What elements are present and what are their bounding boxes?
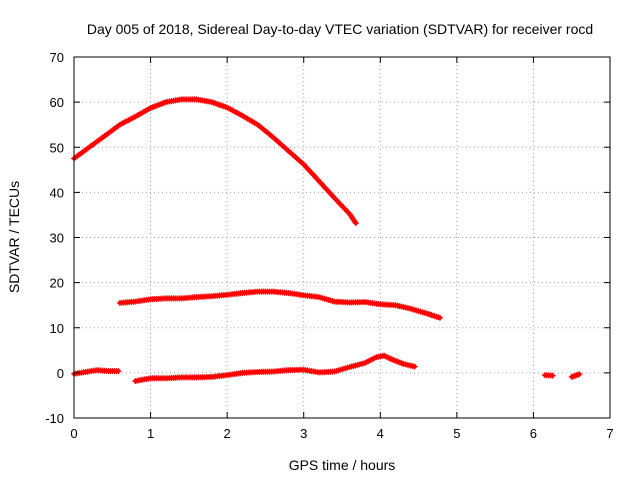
series-track-2	[116, 288, 443, 321]
x-tick-label: 5	[453, 426, 460, 441]
series-track-6	[568, 371, 583, 380]
data-point	[411, 363, 418, 370]
x-tick-label: 3	[300, 426, 307, 441]
y-tick-label: 60	[50, 95, 64, 110]
x-tick-label: 7	[606, 426, 613, 441]
x-axis-label: GPS time / hours	[289, 457, 396, 473]
series-track-5	[541, 372, 556, 379]
y-tick-label: 70	[50, 50, 64, 65]
x-tick-label: 2	[224, 426, 231, 441]
data-point	[352, 220, 359, 227]
data-point	[115, 368, 122, 375]
x-tick-label: 4	[377, 426, 384, 441]
x-tick-label: 1	[147, 426, 154, 441]
series-track-4	[132, 352, 418, 384]
series-track-1	[71, 96, 359, 227]
data-point	[576, 371, 583, 378]
y-tick-label: -10	[45, 411, 64, 426]
y-tick-label: 20	[50, 276, 64, 291]
axes: 0 1 2 3 4 5 6 7 -10 0 10 20 30 40 50 60 70	[45, 50, 613, 441]
y-tick-label: 50	[50, 140, 64, 155]
data-point	[437, 314, 443, 321]
y-tick-label: 10	[50, 321, 64, 336]
data-series	[71, 96, 583, 384]
x-tick-label: 6	[530, 426, 537, 441]
chart-title: Day 005 of 2018, Sidereal Day-to-day VTE…	[87, 21, 593, 37]
y-tick-label: 30	[50, 231, 64, 246]
y-axis-label: SDTVAR / TECUs	[6, 181, 22, 293]
data-point	[549, 372, 556, 379]
y-tick-label: 0	[57, 366, 64, 381]
series-line	[72, 97, 358, 226]
grid	[74, 57, 610, 418]
x-tick-label: 0	[70, 426, 77, 441]
series-track-3	[71, 367, 122, 377]
y-tick-label: 40	[50, 185, 64, 200]
